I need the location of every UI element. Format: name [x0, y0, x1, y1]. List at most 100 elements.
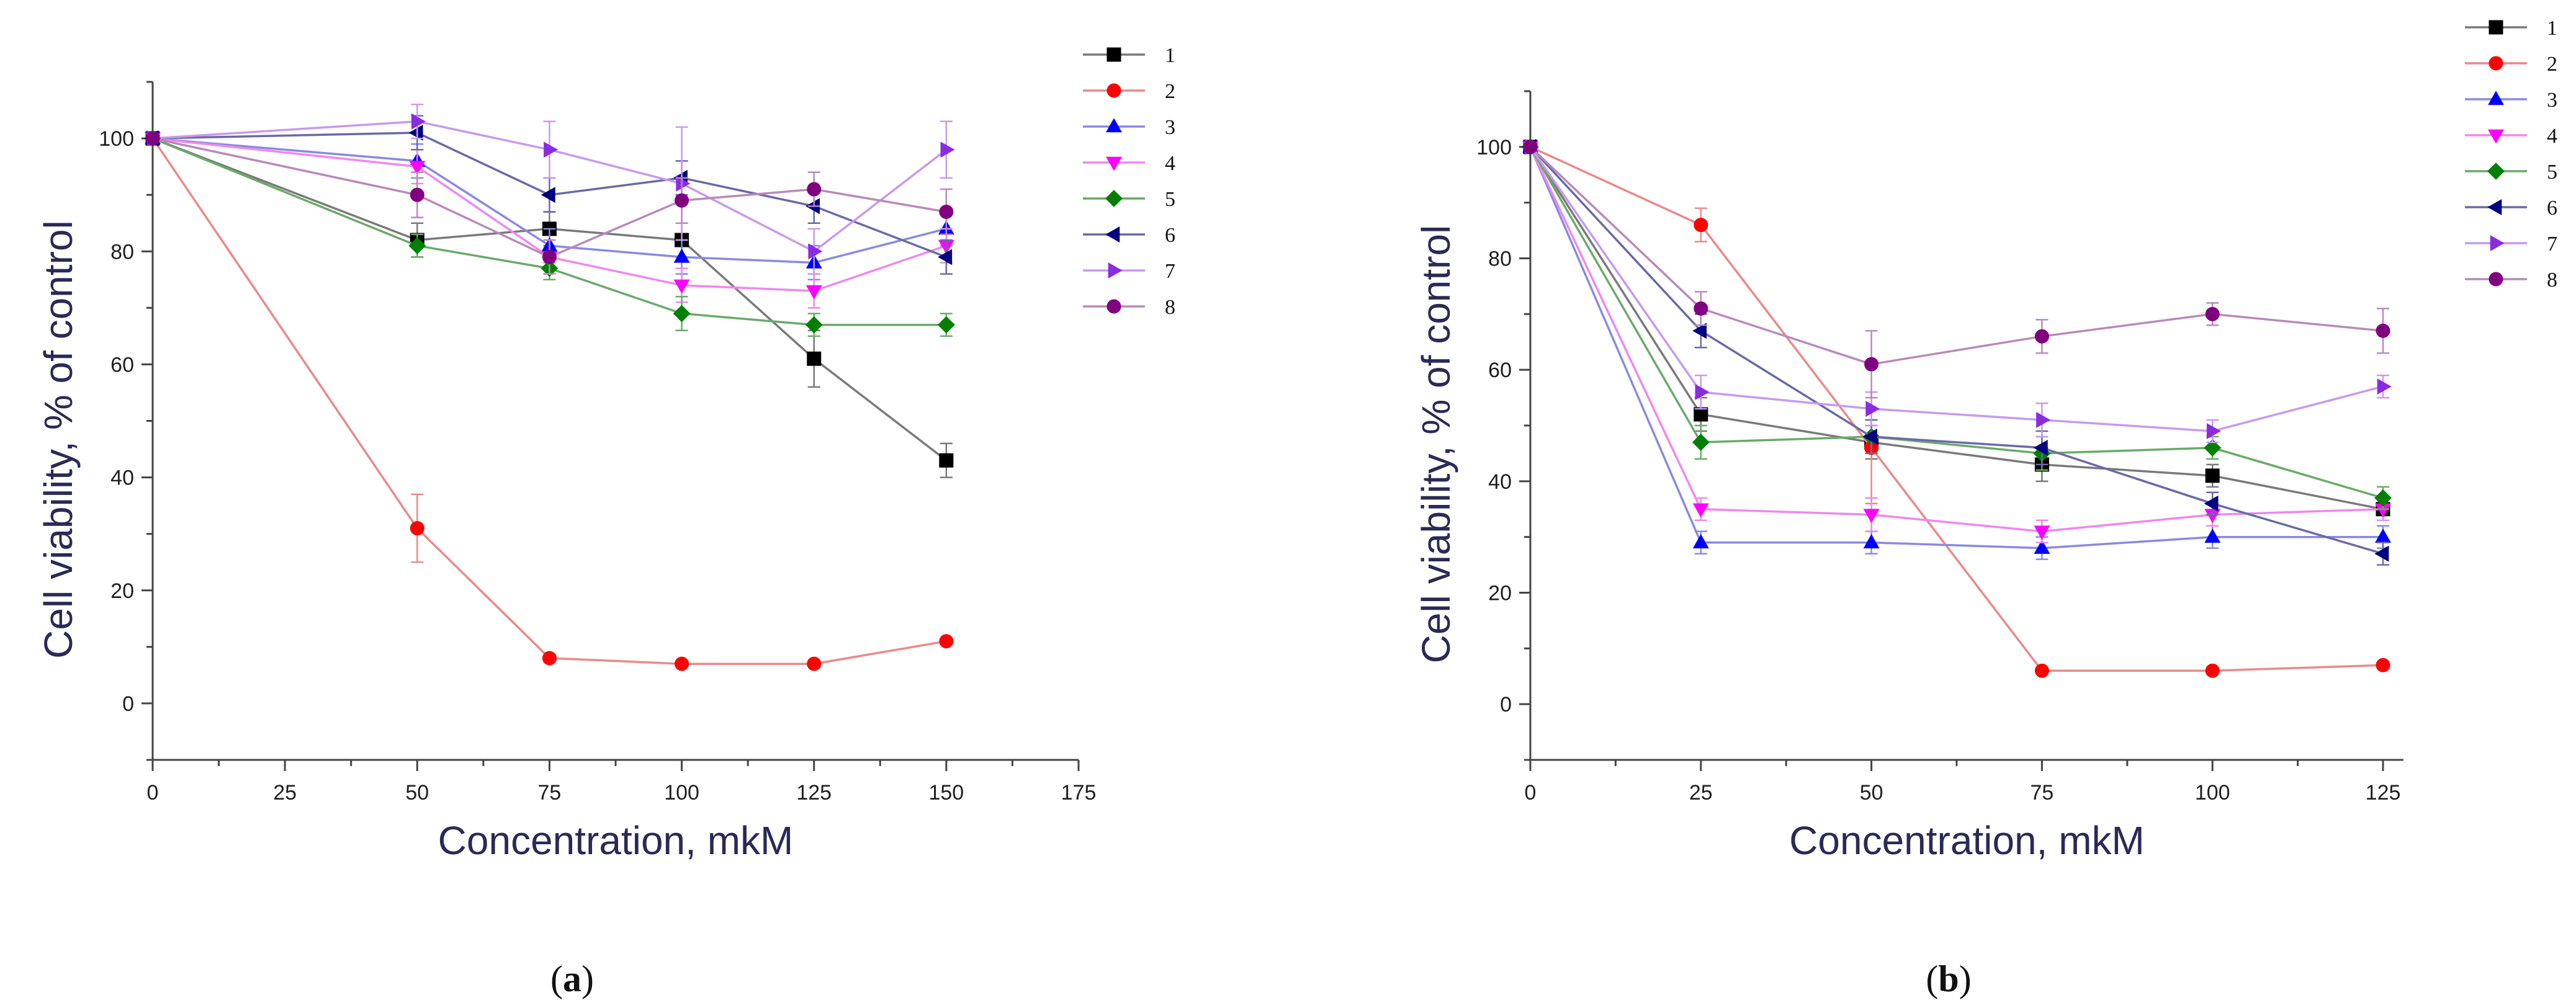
legend-marker: [2488, 20, 2503, 35]
data-point: [939, 634, 954, 649]
series-line: [1529, 146, 2384, 555]
legend-marker: [1108, 262, 1123, 279]
legend-label: 5: [1165, 188, 1175, 211]
legend-label: 5: [2547, 161, 2557, 184]
data-point: [542, 249, 557, 264]
legend-marker: [2488, 91, 2504, 105]
panel-a: 0 25 50 75 100 125 150 175020406080100Concentra…: [36, 44, 1175, 999]
legend-label: 8: [2547, 269, 2557, 292]
data-point: [2205, 663, 2220, 678]
y-tick-label: 60: [110, 353, 134, 377]
data-point: [808, 243, 823, 260]
data-point: [805, 316, 823, 334]
legend-label: 1: [2547, 17, 2557, 40]
series-line: [152, 120, 947, 253]
legend: 1 2 3 4 5 6 7 8: [1083, 44, 1175, 319]
y-tick-label: 20: [110, 579, 134, 603]
legend-label: 6: [2547, 197, 2557, 220]
data-point: [411, 113, 426, 130]
y-tick-label: 0: [1500, 693, 1512, 716]
legend-marker: [1105, 226, 1120, 243]
legend-marker: [1106, 299, 1121, 314]
series-8: [145, 131, 954, 275]
x-tick-label: 125: [796, 781, 832, 805]
legend-label: 7: [1165, 260, 1175, 283]
y-tick-label: 80: [110, 240, 134, 264]
series-line: [152, 132, 947, 259]
data-point: [1694, 301, 1708, 316]
x-tick-label: 25: [1689, 781, 1713, 805]
data-point: [2376, 323, 2390, 338]
series-line: [152, 137, 947, 462]
data-point: [409, 161, 426, 176]
legend-marker: [1106, 83, 1121, 98]
x-tick-label: 100: [2195, 781, 2230, 805]
data-point: [544, 141, 559, 158]
series-line: [152, 137, 946, 326]
y-tick-label: 60: [1488, 359, 1512, 382]
data-point: [939, 453, 954, 468]
legend-label: 7: [2547, 233, 2557, 256]
data-point: [675, 193, 689, 208]
data-point: [2204, 528, 2221, 543]
series-7: [1524, 138, 2392, 444]
legend-label: 2: [2547, 53, 2557, 76]
x-axis-title: Concentration, mkM: [438, 818, 794, 863]
legend-label: 4: [1165, 152, 1175, 175]
data-point: [938, 249, 953, 265]
x-tick-label: 25: [273, 781, 297, 805]
legend-marker: [2487, 199, 2502, 215]
x-tick-label: 100: [664, 781, 699, 805]
data-point: [542, 651, 557, 666]
data-point: [939, 204, 954, 219]
data-point: [1692, 503, 1709, 518]
x-tick-label: 150: [928, 781, 964, 805]
data-point: [806, 285, 822, 300]
data-point: [675, 656, 689, 671]
caption-paren-close: ): [581, 958, 594, 999]
panel-caption: (b): [1926, 958, 1971, 999]
data-point: [807, 656, 822, 671]
data-point: [2036, 412, 2051, 428]
legend-marker: [1106, 118, 1122, 133]
data-point: [408, 125, 423, 141]
x-tick-label: 75: [2031, 781, 2054, 805]
data-point: [2034, 663, 2049, 678]
data-point: [1864, 357, 1879, 372]
data-point: [410, 187, 424, 202]
data-point: [145, 131, 160, 146]
x-tick-label: 0: [147, 781, 159, 805]
y-tick-label: 0: [122, 692, 134, 716]
data-point: [408, 237, 426, 255]
legend: 1 2 3 4 5 6 7 8: [2465, 17, 2557, 292]
data-point: [2377, 378, 2392, 395]
data-point: [937, 316, 955, 334]
series-line: [1529, 146, 2384, 365]
data-point: [2375, 528, 2391, 543]
series-line: [152, 137, 947, 264]
y-axis-title: Cell viability, % of control: [1414, 225, 1458, 664]
data-point: [807, 182, 822, 197]
x-tick-label: 50: [1860, 781, 1883, 805]
legend-marker: [2490, 235, 2505, 251]
caption-letter: a: [563, 958, 581, 999]
x-tick-label: 50: [405, 781, 429, 805]
legend-marker: [2488, 56, 2503, 71]
legend-label: 3: [1165, 116, 1175, 139]
data-point: [1695, 384, 1710, 401]
y-tick-label: 100: [99, 127, 134, 151]
data-point: [1865, 401, 1880, 417]
data-point: [2204, 495, 2219, 512]
legend-marker: [2488, 272, 2503, 287]
series-line: [152, 137, 947, 292]
data-point: [807, 351, 822, 366]
data-point: [1694, 218, 1708, 233]
legend-label: 4: [2547, 125, 2557, 148]
series-line: [1529, 146, 2384, 499]
x-tick-label: 0: [1525, 781, 1537, 805]
legend-label: 3: [2547, 89, 2557, 112]
panel-b: 0 25 50 75 100 125020406080100Concentration, …: [1414, 17, 2557, 999]
series-line: [1529, 146, 2384, 432]
series-8: [1523, 140, 2390, 399]
series-4: [1522, 141, 2391, 543]
